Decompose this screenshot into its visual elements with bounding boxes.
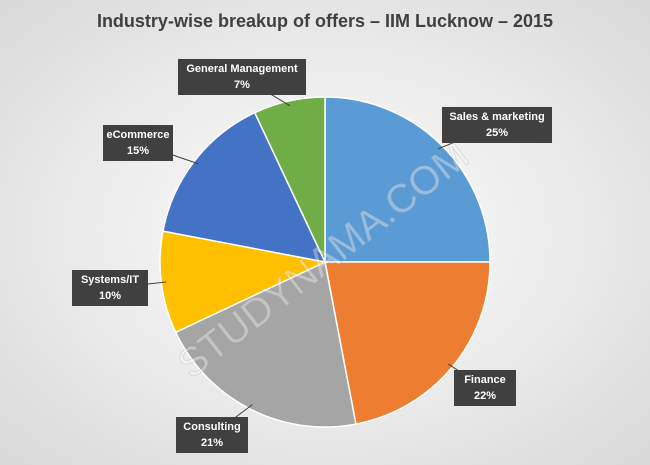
pie-slice [324,96,491,263]
category-label: Consulting [183,421,240,433]
value-label: 15% [127,145,149,157]
value-label: 21% [201,437,223,449]
pie-slice [253,96,326,263]
value-label: 22% [474,390,496,402]
label-box [178,59,306,95]
category-label: Sales & marketing [449,111,544,123]
chart-title: Industry-wise breakup of offers – IIM Lu… [97,11,553,31]
pie-slice [162,111,327,264]
label-box [454,370,516,406]
label-box [72,270,148,306]
category-label: eCommerce [107,129,170,141]
category-label: Systems/IT [81,274,139,286]
category-label: General Management [186,63,298,75]
value-label: 25% [486,127,508,139]
label-box [176,417,248,453]
category-label: Finance [464,374,506,386]
value-label: 10% [99,290,121,302]
label-box [103,125,173,161]
label-box [442,107,552,143]
pie-slice [324,261,491,425]
pie-slice [174,260,357,428]
value-label: 7% [234,79,250,91]
